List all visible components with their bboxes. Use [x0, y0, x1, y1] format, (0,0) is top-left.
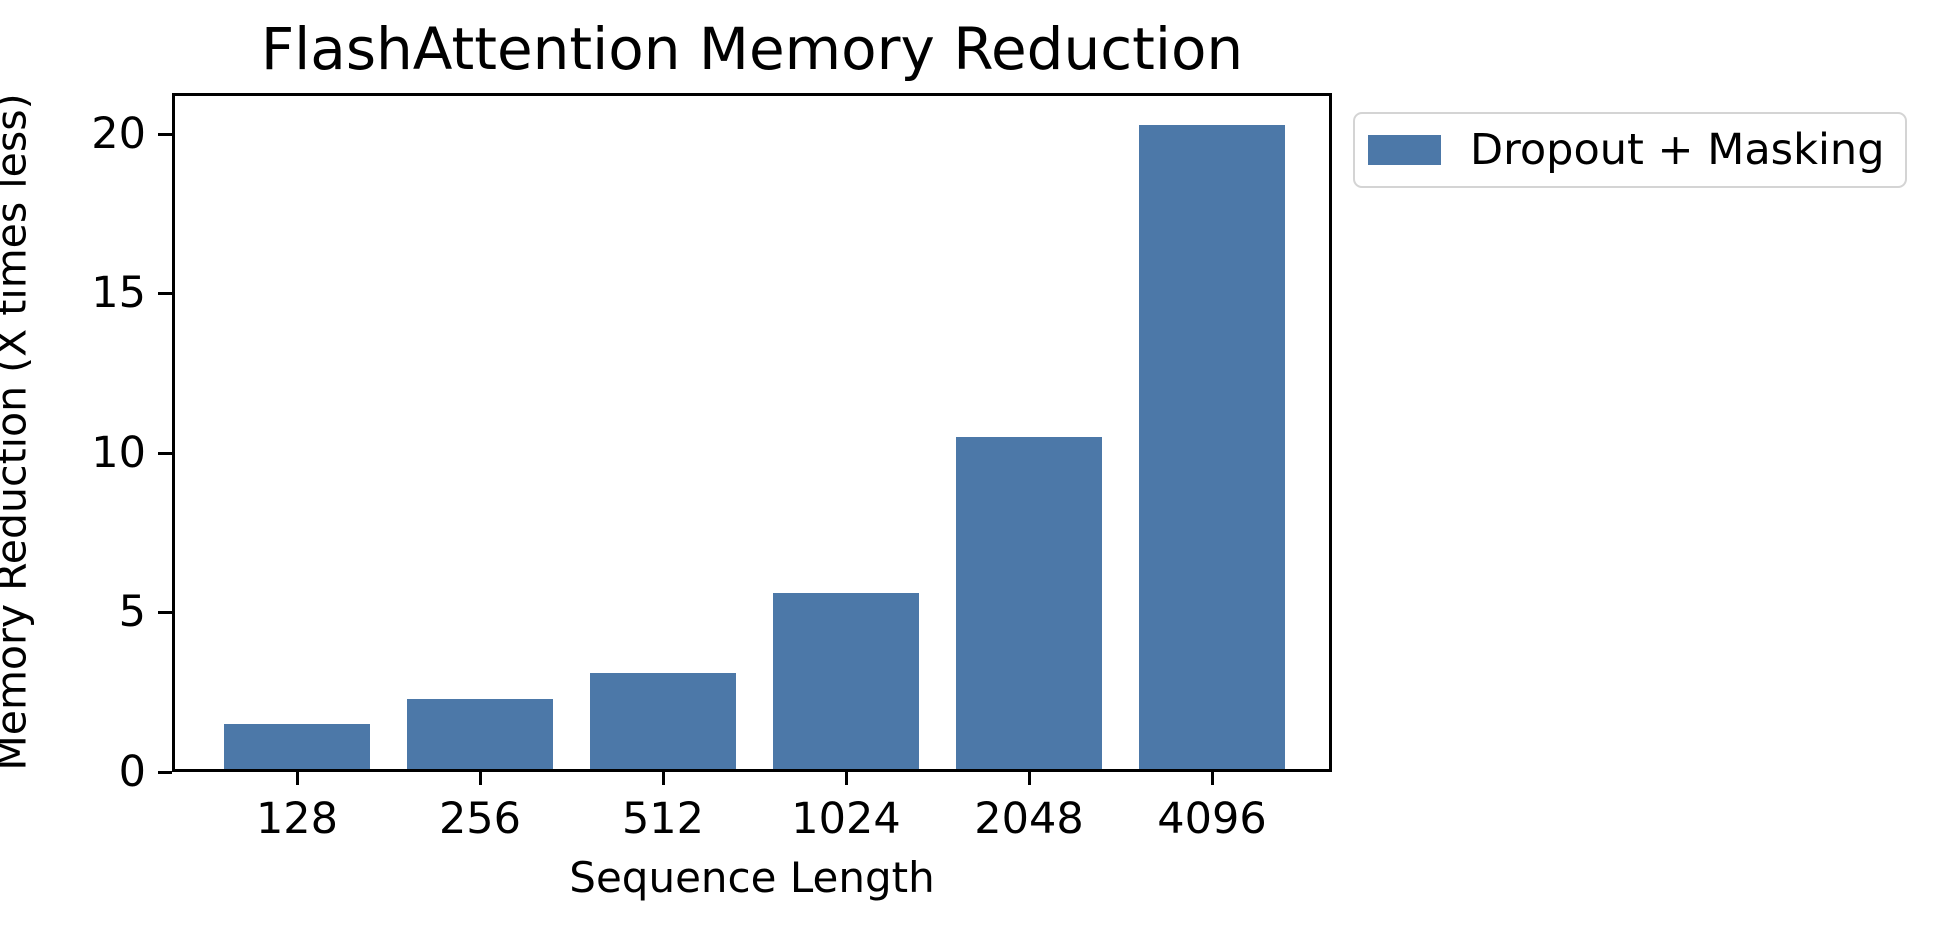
y-tick-mark	[158, 132, 172, 136]
plot-area	[172, 93, 1332, 772]
bar-4096	[1139, 124, 1285, 772]
bar-512	[590, 673, 736, 772]
x-tick-label: 128	[255, 794, 339, 844]
x-tick-mark	[478, 771, 482, 785]
x-tick-label: 2048	[974, 794, 1084, 844]
bar-256	[407, 698, 553, 772]
legend-swatch	[1368, 135, 1441, 165]
x-tick-mark	[844, 771, 848, 785]
x-tick-label: 512	[621, 794, 705, 844]
x-tick-mark	[661, 771, 665, 785]
bar-1024	[773, 593, 919, 772]
y-tick-label: 10	[91, 427, 146, 478]
y-tick-mark	[158, 292, 172, 296]
bar-2048	[956, 437, 1102, 772]
legend-label: Dropout + Masking	[1470, 125, 1885, 175]
bar-128	[224, 724, 370, 772]
x-tick-mark	[295, 771, 299, 785]
x-tick-mark	[1027, 771, 1031, 785]
legend: Dropout + Masking	[1353, 112, 1907, 188]
x-tick-mark	[1210, 771, 1214, 785]
x-tick-label: 1024	[791, 794, 901, 844]
y-tick-mark	[158, 611, 172, 615]
chart-title: FlashAttention Memory Reduction	[260, 15, 1244, 83]
y-tick-mark	[158, 770, 172, 774]
x-axis-label: Sequence Length	[569, 853, 935, 902]
y-tick-label: 0	[118, 746, 146, 797]
x-tick-label: 256	[438, 794, 522, 844]
y-tick-label: 5	[118, 587, 146, 638]
y-tick-mark	[158, 451, 172, 455]
y-tick-label: 20	[91, 108, 146, 159]
y-tick-label: 15	[91, 268, 146, 319]
x-tick-label: 4096	[1157, 794, 1267, 844]
